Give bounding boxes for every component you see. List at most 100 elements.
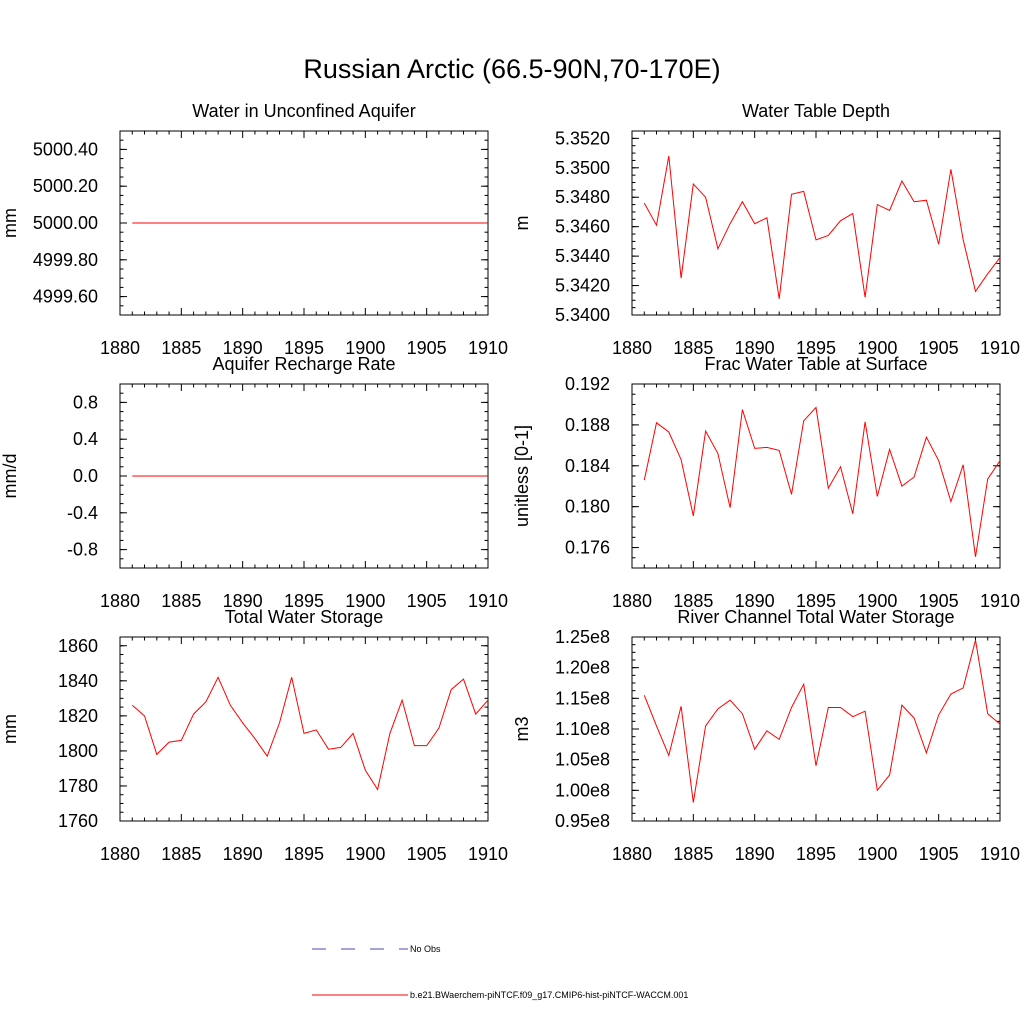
x-tick-label: 1880 [612, 591, 652, 611]
x-tick-label: 1905 [919, 844, 959, 864]
x-tick-label: 1880 [100, 844, 140, 864]
y-tick-label: 5.3500 [555, 158, 610, 178]
chart-2: Water Table Depth m 1880 1885 1890 1895 1900 19… [512, 101, 1020, 358]
x-tick-label: 1905 [407, 338, 447, 358]
y-tick-label: 4999.80 [33, 250, 98, 270]
plot-frame [631, 130, 1001, 316]
x-tick-label: 1900 [345, 591, 385, 611]
x-tick-label: 1900 [857, 844, 897, 864]
x-tick-label: 1885 [161, 844, 201, 864]
x-tick-label: 1885 [673, 338, 713, 358]
y-axis-label: mm [0, 208, 20, 238]
x-tick-label: 1910 [980, 844, 1020, 864]
x-tick-label: 1895 [796, 338, 836, 358]
y-tick-label: 0.95e8 [555, 811, 610, 831]
y-tick-label: 1840 [58, 671, 98, 691]
series-line-1 [643, 155, 1001, 299]
y-tick-label: 5.3460 [555, 217, 610, 237]
y-tick-label: 0.8 [73, 392, 98, 412]
chart-title: Total Water Storage [225, 607, 383, 627]
y-tick-label: 0.176 [565, 538, 610, 558]
y-tick-label: 5.3440 [555, 246, 610, 266]
y-tick-label: 0.184 [565, 456, 610, 476]
series-line-1 [643, 406, 1001, 557]
y-axis-label: mm [0, 714, 20, 744]
y-tick-label: 5.3520 [555, 128, 610, 148]
x-tick-label: 1905 [407, 844, 447, 864]
series-line-1 [131, 676, 489, 791]
x-tick-label: 1890 [735, 591, 775, 611]
y-tick-label: 0.4 [73, 429, 98, 449]
y-tick-label: 1800 [58, 741, 98, 761]
y-tick-label: 4999.60 [33, 287, 98, 307]
chart-5: Total Water Storage mm 1880 1885 1890 1895 190… [0, 607, 508, 864]
y-tick-label: 0.180 [565, 497, 610, 517]
y-tick-label: 1.15e8 [555, 688, 610, 708]
x-tick-label: 1885 [673, 844, 713, 864]
x-tick-label: 1910 [980, 591, 1020, 611]
y-tick-label: 1.25e8 [555, 627, 610, 647]
chart-1: Water in Unconfined Aquifer mm 1880 1885 189… [0, 101, 508, 358]
chart-title: Frac Water Table at Surface [704, 354, 927, 374]
x-tick-label: 1895 [796, 844, 836, 864]
x-tick-label: 1880 [100, 591, 140, 611]
y-tick-label: 5.3420 [555, 276, 610, 296]
legend-swatch-model [312, 994, 408, 996]
x-tick-label: 1900 [857, 591, 897, 611]
y-tick-label: 5.3400 [555, 305, 610, 325]
x-tick-label: 1895 [284, 844, 324, 864]
chart-title: Aquifer Recharge Rate [212, 354, 395, 374]
chart-title: River Channel Total Water Storage [677, 607, 954, 627]
x-tick-label: 1905 [919, 591, 959, 611]
y-tick-label: -0.4 [67, 503, 98, 523]
legend-swatch-no-obs [312, 948, 408, 950]
x-tick-label: 1890 [223, 844, 263, 864]
x-tick-label: 1910 [980, 338, 1020, 358]
y-tick-label: 1780 [58, 776, 98, 796]
x-tick-label: 1890 [735, 338, 775, 358]
x-tick-label: 1885 [161, 591, 201, 611]
y-tick-label: 1760 [58, 811, 98, 831]
x-tick-label: 1910 [468, 338, 508, 358]
x-tick-label: 1910 [468, 844, 508, 864]
x-tick-label: 1880 [100, 338, 140, 358]
y-tick-label: 1.05e8 [555, 750, 610, 770]
chart-6: River Channel Total Water Storage m3 1880 1… [512, 607, 1020, 864]
series-line-1 [643, 639, 1001, 803]
plot-frame [119, 636, 489, 822]
y-axis-label: m3 [512, 716, 532, 741]
y-tick-label: 0.0 [73, 466, 98, 486]
x-tick-label: 1900 [345, 844, 385, 864]
plot-frame [631, 383, 1001, 569]
y-tick-label: 5000.40 [33, 139, 98, 159]
y-tick-label: 1820 [58, 706, 98, 726]
y-axis-label: m [512, 216, 532, 231]
chart-title: Water Table Depth [742, 101, 890, 121]
x-tick-label: 1885 [673, 591, 713, 611]
y-tick-label: 5000.20 [33, 176, 98, 196]
x-tick-label: 1895 [284, 338, 324, 358]
y-tick-label: 1.20e8 [555, 658, 610, 678]
chart-title: Water in Unconfined Aquifer [192, 101, 415, 121]
x-tick-label: 1900 [345, 338, 385, 358]
y-axis-label: unitless [0-1] [512, 425, 532, 527]
y-tick-label: -0.8 [67, 540, 98, 560]
legend-label-model: b.e21.BWaerchem-piNTCF.f09_g17.CMIP6-his… [410, 990, 689, 1000]
x-tick-label: 1880 [612, 844, 652, 864]
y-axis-label: mm/d [0, 454, 20, 499]
x-tick-label: 1890 [735, 844, 775, 864]
figure-title: Russian Arctic (66.5-90N,70-170E) [303, 54, 721, 84]
y-tick-label: 1860 [58, 636, 98, 656]
x-tick-label: 1905 [919, 338, 959, 358]
plot-frame [631, 636, 1001, 822]
x-tick-label: 1885 [161, 338, 201, 358]
chart-4: Frac Water Table at Surface unitless [0-1… [512, 354, 1020, 611]
y-tick-label: 1.10e8 [555, 719, 610, 739]
y-tick-label: 1.00e8 [555, 780, 610, 800]
y-tick-label: 5000.00 [33, 213, 98, 233]
x-tick-label: 1910 [468, 591, 508, 611]
chart-3: Aquifer Recharge Rate mm/d 1880 1885 1890 189… [0, 354, 508, 611]
legend-label-no-obs: No Obs [410, 944, 441, 954]
